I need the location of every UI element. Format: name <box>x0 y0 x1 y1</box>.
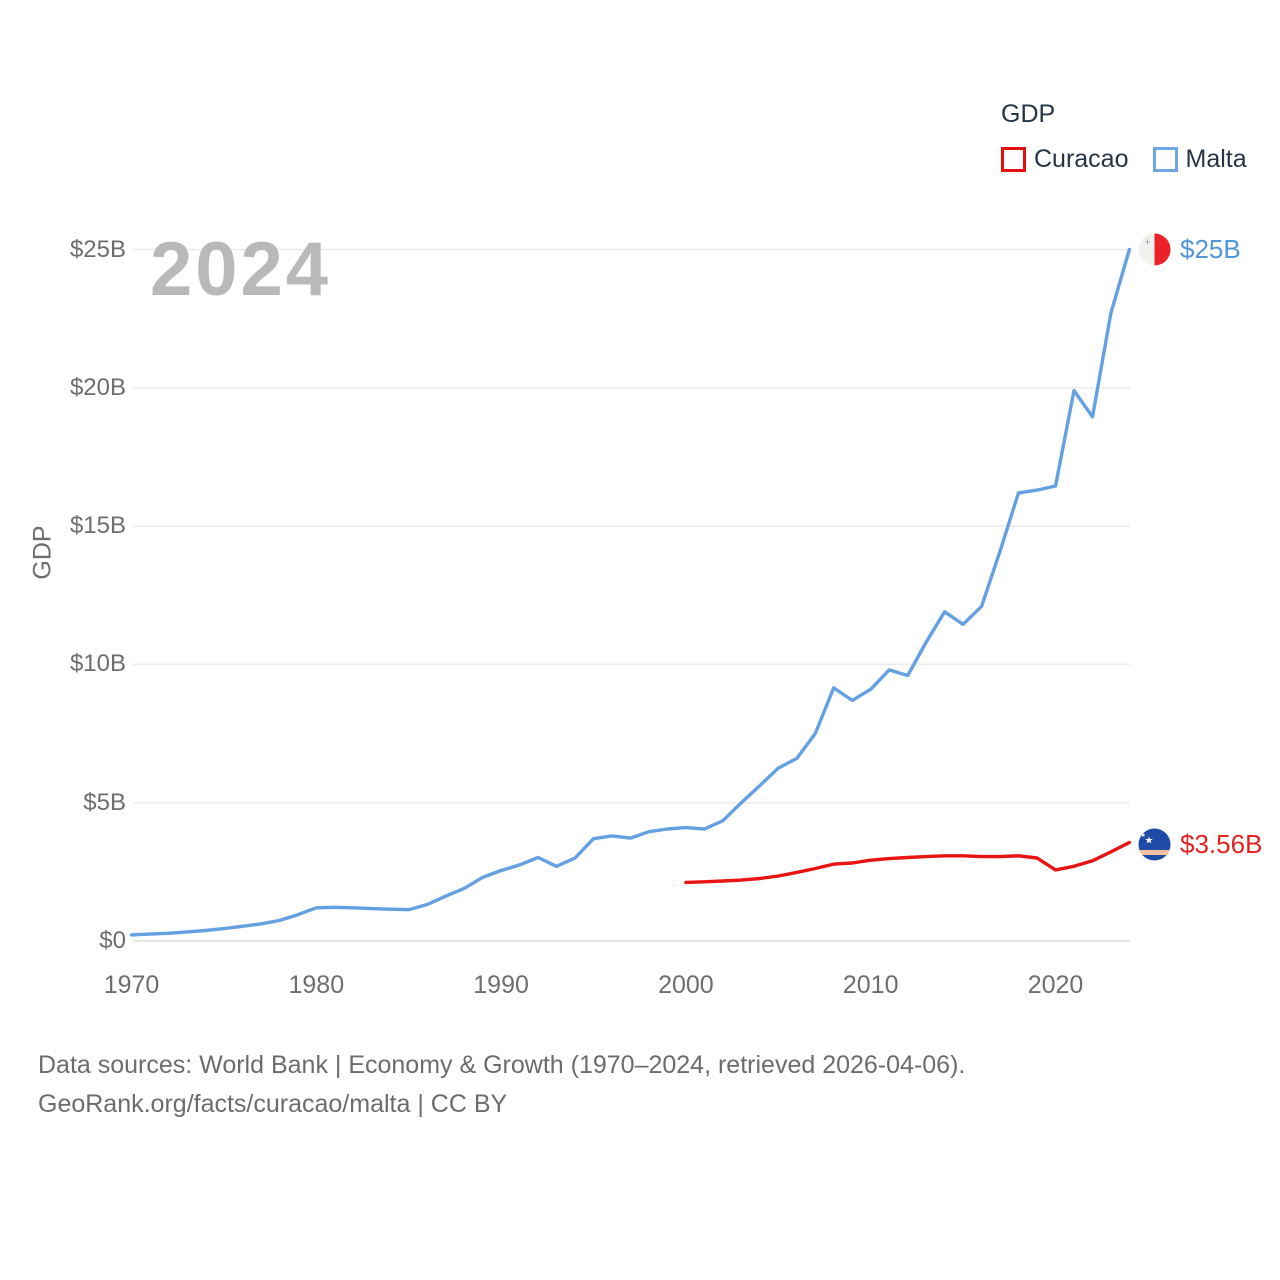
legend-swatch <box>1152 147 1178 172</box>
y-tick-label: $20B <box>69 373 126 401</box>
svg-text:★: ★ <box>1145 836 1154 847</box>
x-tick-label: 2000 <box>658 971 714 999</box>
series-line-malta <box>129 247 1132 937</box>
legend-label: Curacao <box>1034 145 1129 173</box>
svg-text:+: + <box>1144 237 1150 249</box>
curacao-flag-icon: ★ ★ <box>1138 828 1171 861</box>
legend-items: Curacao Malta <box>1001 145 1247 174</box>
legend-item-curacao[interactable]: Curacao <box>1001 145 1129 174</box>
curacao-value-label: $3.56B <box>1180 829 1263 859</box>
y-tick-label: $15B <box>69 512 126 540</box>
malta-flag-icon: + <box>1138 233 1171 266</box>
y-tick-label: $10B <box>69 650 126 678</box>
y-tick-label: $25B <box>69 235 126 263</box>
svg-text:★: ★ <box>1141 832 1146 839</box>
legend-label: Malta <box>1185 145 1247 173</box>
x-tick-label: 1990 <box>473 971 529 999</box>
series-line-curacao <box>684 840 1132 885</box>
legend-item-malta[interactable]: Malta <box>1152 145 1247 174</box>
x-tick-label: 1980 <box>288 971 345 999</box>
legend-swatch <box>1001 147 1026 172</box>
x-tick-label: 2010 <box>842 971 899 999</box>
plot-area <box>129 247 1132 942</box>
x-tick-label: 2020 <box>1027 971 1084 999</box>
x-tick-label: 1970 <box>103 971 160 999</box>
y-tick-label: $0 <box>99 927 126 954</box>
malta-value-label: $25B <box>1180 234 1241 264</box>
legend: GDP Curacao Malta <box>1001 100 1247 174</box>
legend-title: GDP <box>1001 100 1056 128</box>
y-tick-label: $5B <box>83 788 126 816</box>
footer-sources: Data sources: World Bank | Economy & Gro… <box>38 1051 966 1079</box>
footer-attribution: GeoRank.org/facts/curacao/malta | CC BY <box>38 1090 508 1118</box>
watermark-year: 2024 <box>150 227 332 312</box>
footer: Data sources: World Bank | Economy & Gro… <box>38 1046 965 1124</box>
